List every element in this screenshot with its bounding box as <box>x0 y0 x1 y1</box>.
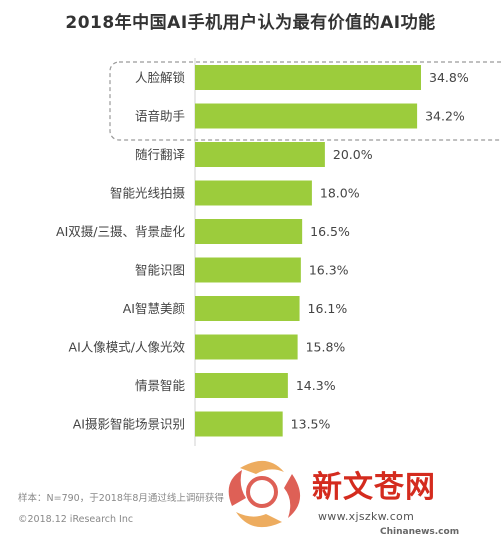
category-label: AI人像模式/人像光效 <box>69 340 186 355</box>
value-label: 34.2% <box>425 109 465 124</box>
bars-group: 人脸解锁 34.8% 语音助手 34.2% 随行翻译 20.0% 智能光线拍摄 18.0% AI… <box>56 65 469 437</box>
bar-1 <box>195 65 421 90</box>
category-label: 情景智能 <box>135 378 186 393</box>
value-label: 16.1% <box>308 301 348 316</box>
value-label: 16.3% <box>309 263 349 278</box>
bar-3 <box>195 142 325 167</box>
bar-9 <box>195 373 288 398</box>
chart-title: 2018年中国AI手机用户认为最有价值的AI功能 <box>65 13 436 33</box>
copyright-text: ©2018.12 iResearch Inc <box>18 514 134 525</box>
category-label: AI双摄/三摄、背景虚化 <box>56 224 185 239</box>
category-label: 语音助手 <box>135 109 185 124</box>
highlight-box <box>109 61 501 141</box>
bar-2 <box>195 103 418 129</box>
value-label: 15.8% <box>306 340 346 355</box>
category-label: 智能光线拍摄 <box>110 186 186 201</box>
bar-5 <box>195 219 303 244</box>
value-label: 13.5% <box>291 417 331 432</box>
watermark-site: Chinanews.com <box>380 527 460 537</box>
bar-8 <box>195 334 298 360</box>
value-label: 20.0% <box>333 147 373 162</box>
category-label: 智能识图 <box>135 263 185 278</box>
bar-6 <box>195 257 301 283</box>
value-label: 18.0% <box>320 186 360 201</box>
category-label: 随行翻译 <box>135 147 186 162</box>
sample-note: 样本：N=790，于2018年8月通过线上调研获得 <box>18 493 224 504</box>
category-label: AI智慧美颜 <box>123 301 185 316</box>
watermark-title: 新文苍网 <box>312 470 436 505</box>
watermark-url: www.xjszkw.com <box>318 510 415 523</box>
bar-4 <box>195 180 312 206</box>
watermark-logo-icon <box>228 460 301 528</box>
value-label: 16.5% <box>310 224 350 239</box>
value-label: 34.8% <box>429 70 469 85</box>
category-label: AI摄影智能场景识别 <box>73 417 185 432</box>
category-label: 人脸解锁 <box>135 70 186 85</box>
value-label: 14.3% <box>296 378 336 393</box>
bar-10 <box>195 411 283 437</box>
bar-7 <box>195 296 300 321</box>
